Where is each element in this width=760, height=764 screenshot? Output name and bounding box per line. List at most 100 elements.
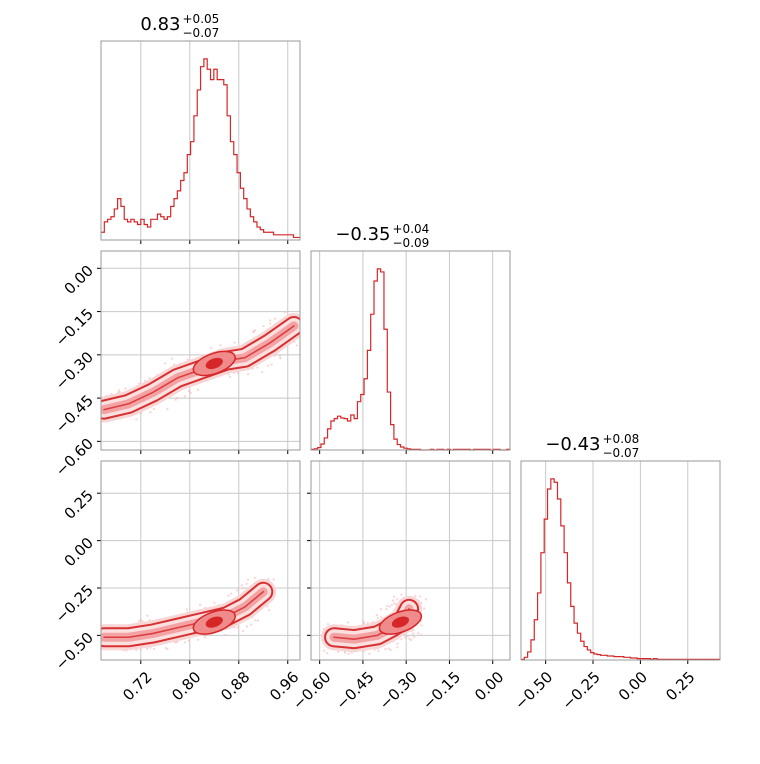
- scatter-point: [149, 411, 152, 414]
- scatter-point: [250, 623, 253, 627]
- scatter-point: [377, 649, 380, 652]
- title-minus-error: −0.07: [183, 26, 220, 40]
- scatter-point: [295, 344, 298, 347]
- scatter-point: [347, 652, 350, 656]
- scatter-point: [98, 393, 100, 395]
- scatter-point: [279, 357, 282, 360]
- x-tick-label: 0.72: [119, 668, 155, 704]
- scatter-point: [240, 584, 244, 587]
- p2_vs_p1-frame: [310, 460, 511, 661]
- title-value: 0.83: [140, 14, 180, 35]
- scatter-point: [253, 329, 257, 332]
- x-tick-label: −0.50: [511, 668, 556, 713]
- scatter-point: [278, 355, 282, 358]
- scatter-point: [423, 607, 426, 610]
- title-plus-error: +0.05: [183, 12, 220, 26]
- scatter-point: [242, 629, 245, 633]
- scatter-point: [336, 650, 340, 654]
- scatter-point: [362, 619, 365, 623]
- hist_p0-frame: [100, 40, 301, 241]
- contour-group: [321, 593, 427, 656]
- scatter-point: [219, 344, 222, 347]
- scatter-point: [148, 376, 151, 380]
- scatter-point: [256, 619, 259, 622]
- x-tick-label: −0.30: [376, 668, 421, 713]
- scatter-point: [203, 634, 206, 637]
- scatter-point: [322, 649, 326, 652]
- scatter-point: [420, 624, 423, 627]
- x-tick-label: 0.88: [217, 668, 253, 704]
- scatter-point: [146, 647, 149, 650]
- scatter-point: [408, 637, 411, 640]
- scatter-point: [213, 601, 216, 604]
- scatter-point: [262, 325, 265, 328]
- scatter-point: [363, 622, 366, 625]
- scatter-point: [186, 358, 189, 361]
- panel-title: −0.43 +0.08−0.07: [545, 432, 639, 460]
- y-tick-label: −0.50: [52, 629, 97, 674]
- scatter-point: [393, 602, 396, 605]
- scatter-point: [165, 646, 168, 650]
- hist_p2-frame: [520, 460, 721, 661]
- x-tick-label: 0.00: [615, 668, 651, 704]
- scatter-point: [384, 647, 387, 651]
- scatter-point: [267, 364, 270, 367]
- scatter-point: [400, 593, 403, 596]
- scatter-point: [183, 395, 187, 398]
- scatter-point: [98, 622, 100, 624]
- scatter-point: [141, 620, 144, 623]
- scatter-point: [138, 620, 141, 623]
- scatter-point: [375, 614, 378, 617]
- x-tick-label: −0.15: [419, 668, 464, 713]
- scatter-point: [416, 632, 420, 635]
- scatter-point: [254, 619, 257, 622]
- scatter-point: [146, 614, 149, 617]
- scatter-point: [210, 346, 213, 350]
- scatter-point: [170, 357, 174, 360]
- scatter-point: [174, 398, 177, 401]
- p1_vs_p0-frame: [100, 250, 301, 451]
- scatter-point: [326, 622, 330, 626]
- scatter-point: [268, 609, 271, 612]
- x-tick-label: 0.80: [168, 668, 204, 704]
- scatter-point: [406, 635, 409, 638]
- title-value: −0.35: [335, 224, 390, 245]
- scatter-point: [143, 379, 147, 382]
- scatter-point: [268, 319, 272, 322]
- y-tick-label: 0.00: [61, 262, 97, 298]
- y-tick-label: −0.60: [52, 435, 97, 480]
- scatter-point: [196, 388, 200, 391]
- scatter-point: [246, 578, 250, 581]
- contour-group: [98, 576, 277, 652]
- scatter-point: [270, 363, 273, 366]
- scatter-point: [229, 592, 233, 595]
- scatter-point: [135, 648, 138, 652]
- histogram-step-line: [521, 478, 720, 660]
- x-tick-label: −0.45: [332, 668, 377, 713]
- scatter-point: [117, 389, 120, 392]
- scatter-point: [152, 647, 156, 651]
- scatter-point: [380, 615, 383, 619]
- panel-title: −0.35 +0.04−0.09: [335, 222, 429, 250]
- title-plus-error: +0.04: [393, 222, 430, 236]
- scatter-point: [387, 647, 390, 650]
- scatter-point: [236, 589, 239, 592]
- y-tick-label: −0.25: [52, 581, 97, 626]
- scatter-point: [241, 587, 244, 590]
- scatter-point: [393, 595, 396, 598]
- scatter-point: [93, 422, 95, 424]
- scatter-point: [227, 594, 230, 597]
- scatter-point: [187, 389, 190, 393]
- scatter-point: [189, 391, 192, 395]
- y-tick-label: 0.00: [61, 534, 97, 570]
- scatter-point: [204, 636, 207, 639]
- scatter-point: [124, 387, 127, 390]
- scatter-point: [301, 331, 303, 333]
- scatter-point: [261, 370, 264, 374]
- y-tick-label: 0.25: [61, 487, 97, 523]
- scatter-point: [138, 382, 141, 385]
- scatter-point: [256, 366, 259, 369]
- title-minus-error: −0.07: [603, 446, 640, 460]
